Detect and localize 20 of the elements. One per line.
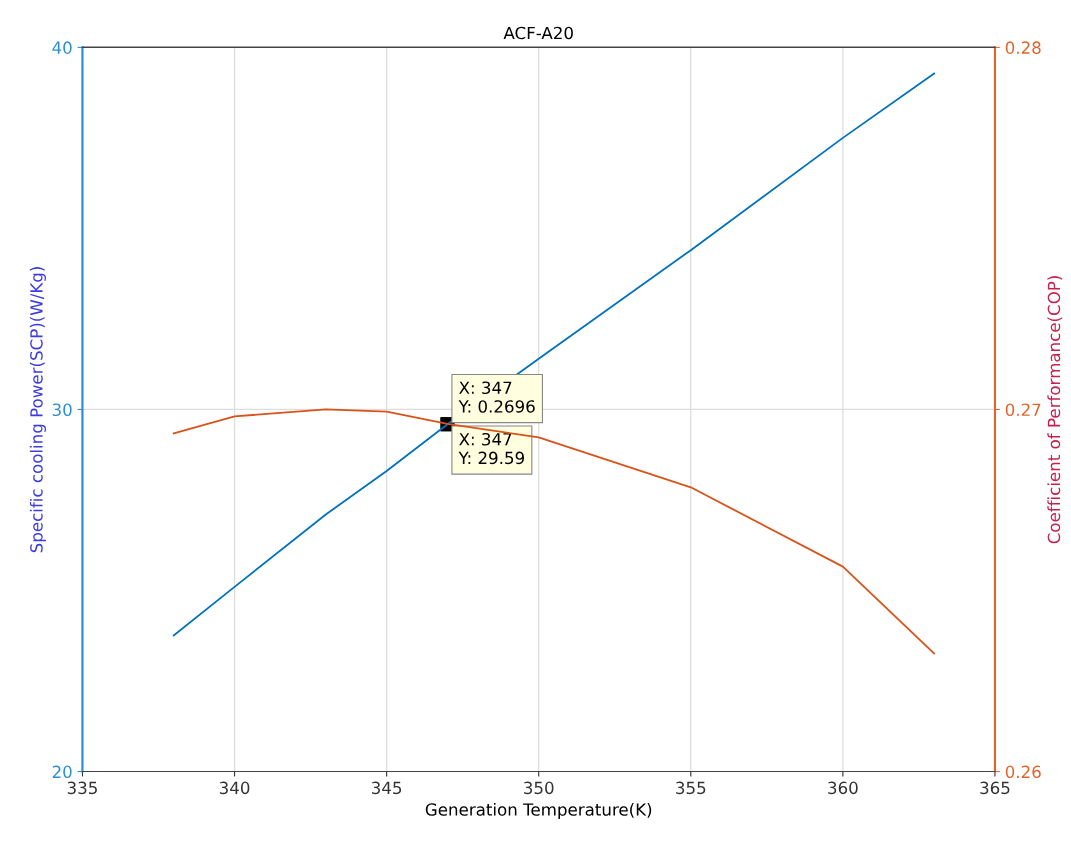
y2-axis-title: Coefficient of Performance(COP)	[1047, 276, 1063, 544]
x-tick-label: 340	[219, 781, 250, 795]
x-tick-label: 360	[828, 781, 858, 795]
x-tick-label: 350	[524, 781, 554, 795]
line-series	[172, 72, 936, 637]
y2-tick-label: 0.26	[1005, 765, 1041, 779]
x-axis-title: Generation Temperature(K)	[425, 802, 652, 820]
annotation: X: 347 Y: 0.2696	[458, 381, 535, 413]
y2-tick-label: 0.27	[1005, 403, 1041, 417]
x-tick-label: 335	[67, 781, 97, 795]
x-tick-label: 365	[980, 781, 1010, 795]
y-tick-label: 30	[52, 403, 72, 417]
annotation: X: 347 Y: 29.59	[458, 432, 524, 465]
y-tick-label: 40	[52, 41, 72, 54]
y-tick-label: 20	[52, 765, 72, 779]
y2-tick-label: 0.28	[1005, 41, 1041, 54]
chart-title: ACF-A20	[503, 26, 573, 40]
x-tick-label: 345	[372, 781, 402, 795]
x-tick-label: 355	[676, 781, 706, 795]
y-axis-title: Specific cooling Power(SCP)(W/Kg)	[29, 267, 46, 553]
